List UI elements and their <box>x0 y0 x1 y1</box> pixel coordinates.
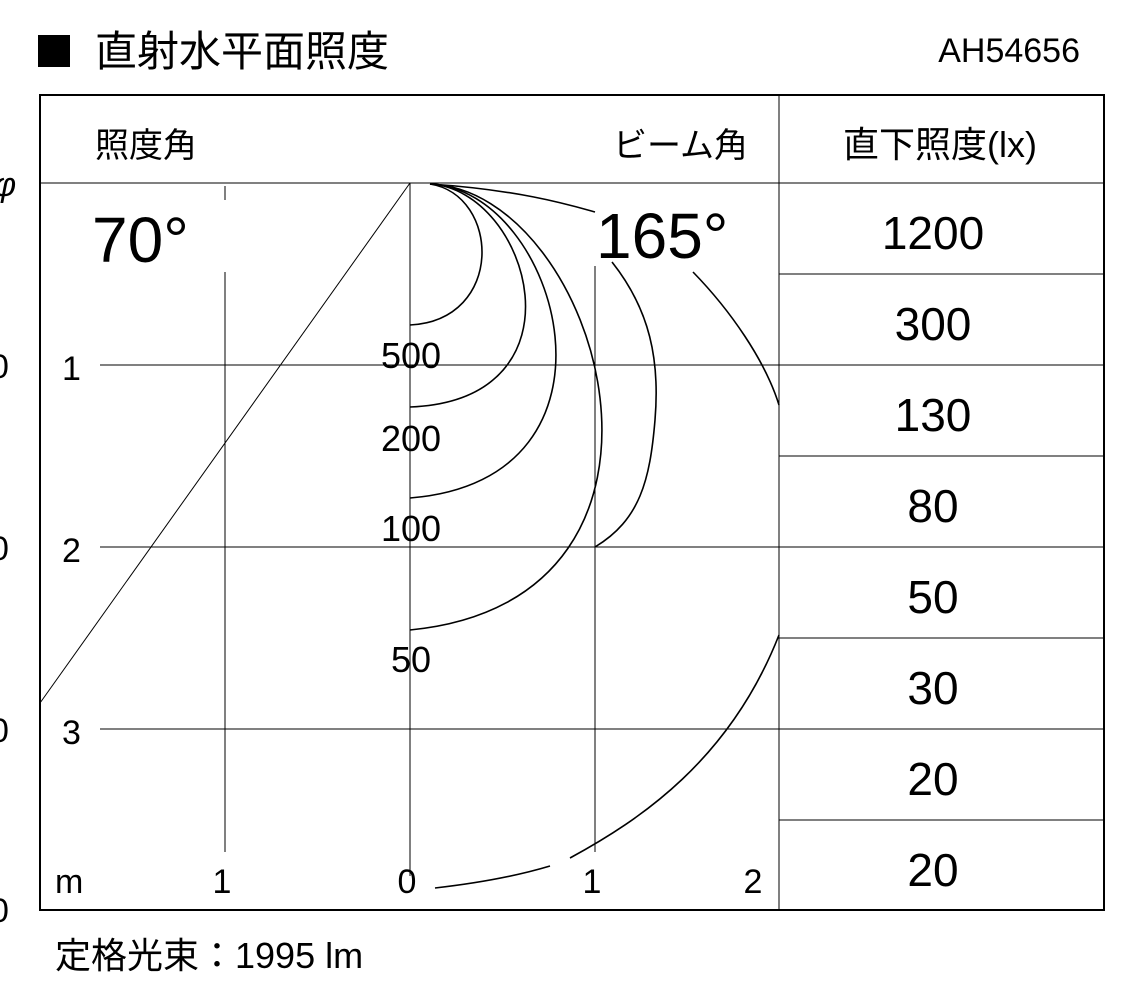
table-cell: 1200 <box>882 207 984 259</box>
x-axis-unit: m <box>55 863 83 901</box>
x-axis-label: 0 <box>398 863 417 901</box>
contour <box>409 183 527 408</box>
contour <box>429 183 596 213</box>
illuminance-angle: 70° <box>92 204 189 276</box>
contours <box>409 183 780 889</box>
y-axis-label: 3 <box>62 714 81 752</box>
column-header: 照度角 <box>95 127 197 165</box>
table-cell: 50 <box>907 571 958 623</box>
table-cell: 20 <box>907 753 958 805</box>
edge-label: 0 <box>0 348 9 386</box>
contour-label: 100 <box>381 508 441 549</box>
frame <box>39 94 1105 911</box>
table: 1200 300 130 80 50 30 20 20 <box>882 207 984 896</box>
edge-label: 0 <box>0 712 9 750</box>
table-cell: 80 <box>907 480 958 532</box>
title: 直射水平面照度 <box>95 28 389 75</box>
table-cell: 30 <box>907 662 958 714</box>
table-cell: 130 <box>895 389 972 441</box>
table-cell: 20 <box>907 844 958 896</box>
x-axis-label: 1 <box>213 863 232 901</box>
x-axis-label: 2 <box>744 863 763 901</box>
column-header: 直下照度(lx) <box>843 124 1037 165</box>
contour <box>409 183 603 631</box>
contour-label: 500 <box>381 335 441 376</box>
model-number: AH54656 <box>938 32 1080 70</box>
contour-label: 200 <box>381 418 441 459</box>
x-axis-label: 1 <box>583 863 602 901</box>
contour <box>434 634 780 889</box>
contour <box>409 183 557 499</box>
contour <box>409 183 483 326</box>
contour-label: 50 <box>391 639 431 680</box>
contour <box>594 261 657 548</box>
beam-angle: 165° <box>596 200 728 272</box>
y-axis-label: 1 <box>62 350 81 388</box>
edge-label: 0 <box>0 530 9 568</box>
y-axis-label: 2 <box>62 532 81 570</box>
title-bullet <box>38 35 70 67</box>
column-header: ビーム角 <box>613 127 748 165</box>
grid <box>100 183 779 876</box>
footer: 定格光束：1995 lm <box>55 935 363 976</box>
table-cell: 300 <box>895 298 972 350</box>
edge-label: 0 <box>0 892 9 930</box>
table-row-lines <box>779 273 1104 821</box>
contour <box>692 271 780 406</box>
illuminance-angle-line <box>39 182 411 704</box>
edge-label: φ <box>0 166 16 204</box>
